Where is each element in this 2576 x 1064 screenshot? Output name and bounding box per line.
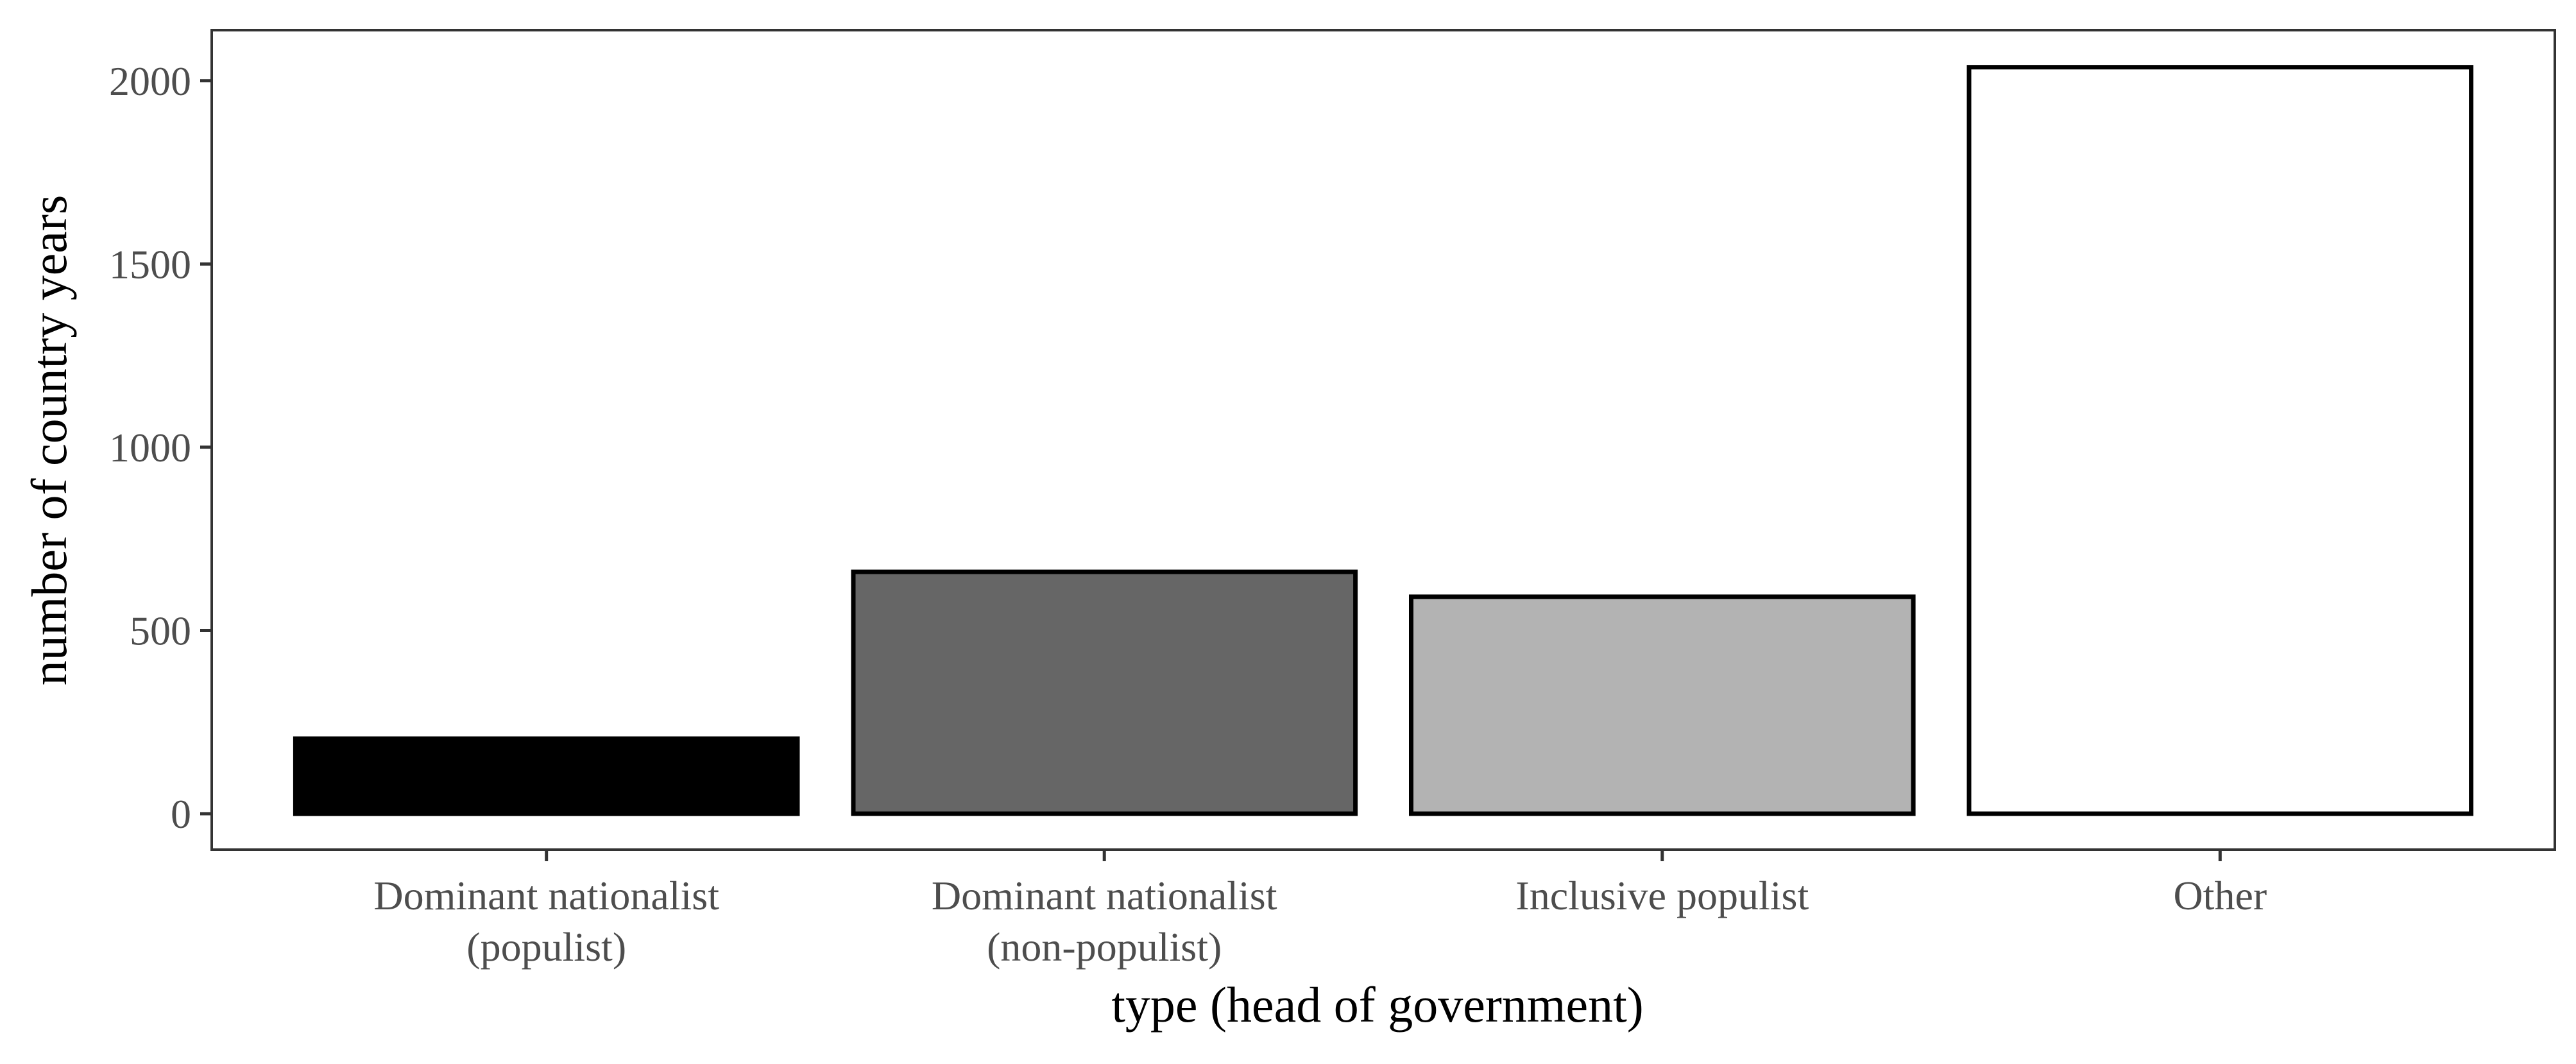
y-tick-label: 2000 [109, 58, 191, 104]
x-axis-title: type (head of government) [1111, 977, 1644, 1033]
x-axis: Dominant nationalist (populist) Dominant n… [373, 850, 2267, 970]
y-tick-label: 1500 [109, 241, 191, 287]
bar-2 [851, 569, 1358, 816]
plot-panel [210, 29, 2556, 851]
x-tick-label: Dominant nationalist (non-populist) [932, 873, 1277, 970]
y-axis: 0 500 1000 1500 2000 [109, 58, 212, 837]
bar-4 [1966, 65, 2474, 816]
y-tick-label: 0 [171, 791, 191, 837]
bar-3 [1409, 594, 1916, 816]
bar-1 [293, 736, 800, 816]
y-tick-label: 1000 [109, 425, 191, 470]
bars-layer [293, 65, 2474, 816]
y-tick-label: 500 [130, 608, 191, 654]
x-tick-label: Other [2173, 873, 2267, 918]
x-tick-label: Inclusive populist [1515, 873, 1809, 918]
x-tick-label: Dominant nationalist (populist) [373, 873, 719, 970]
y-axis-title: number of country years [21, 195, 77, 686]
